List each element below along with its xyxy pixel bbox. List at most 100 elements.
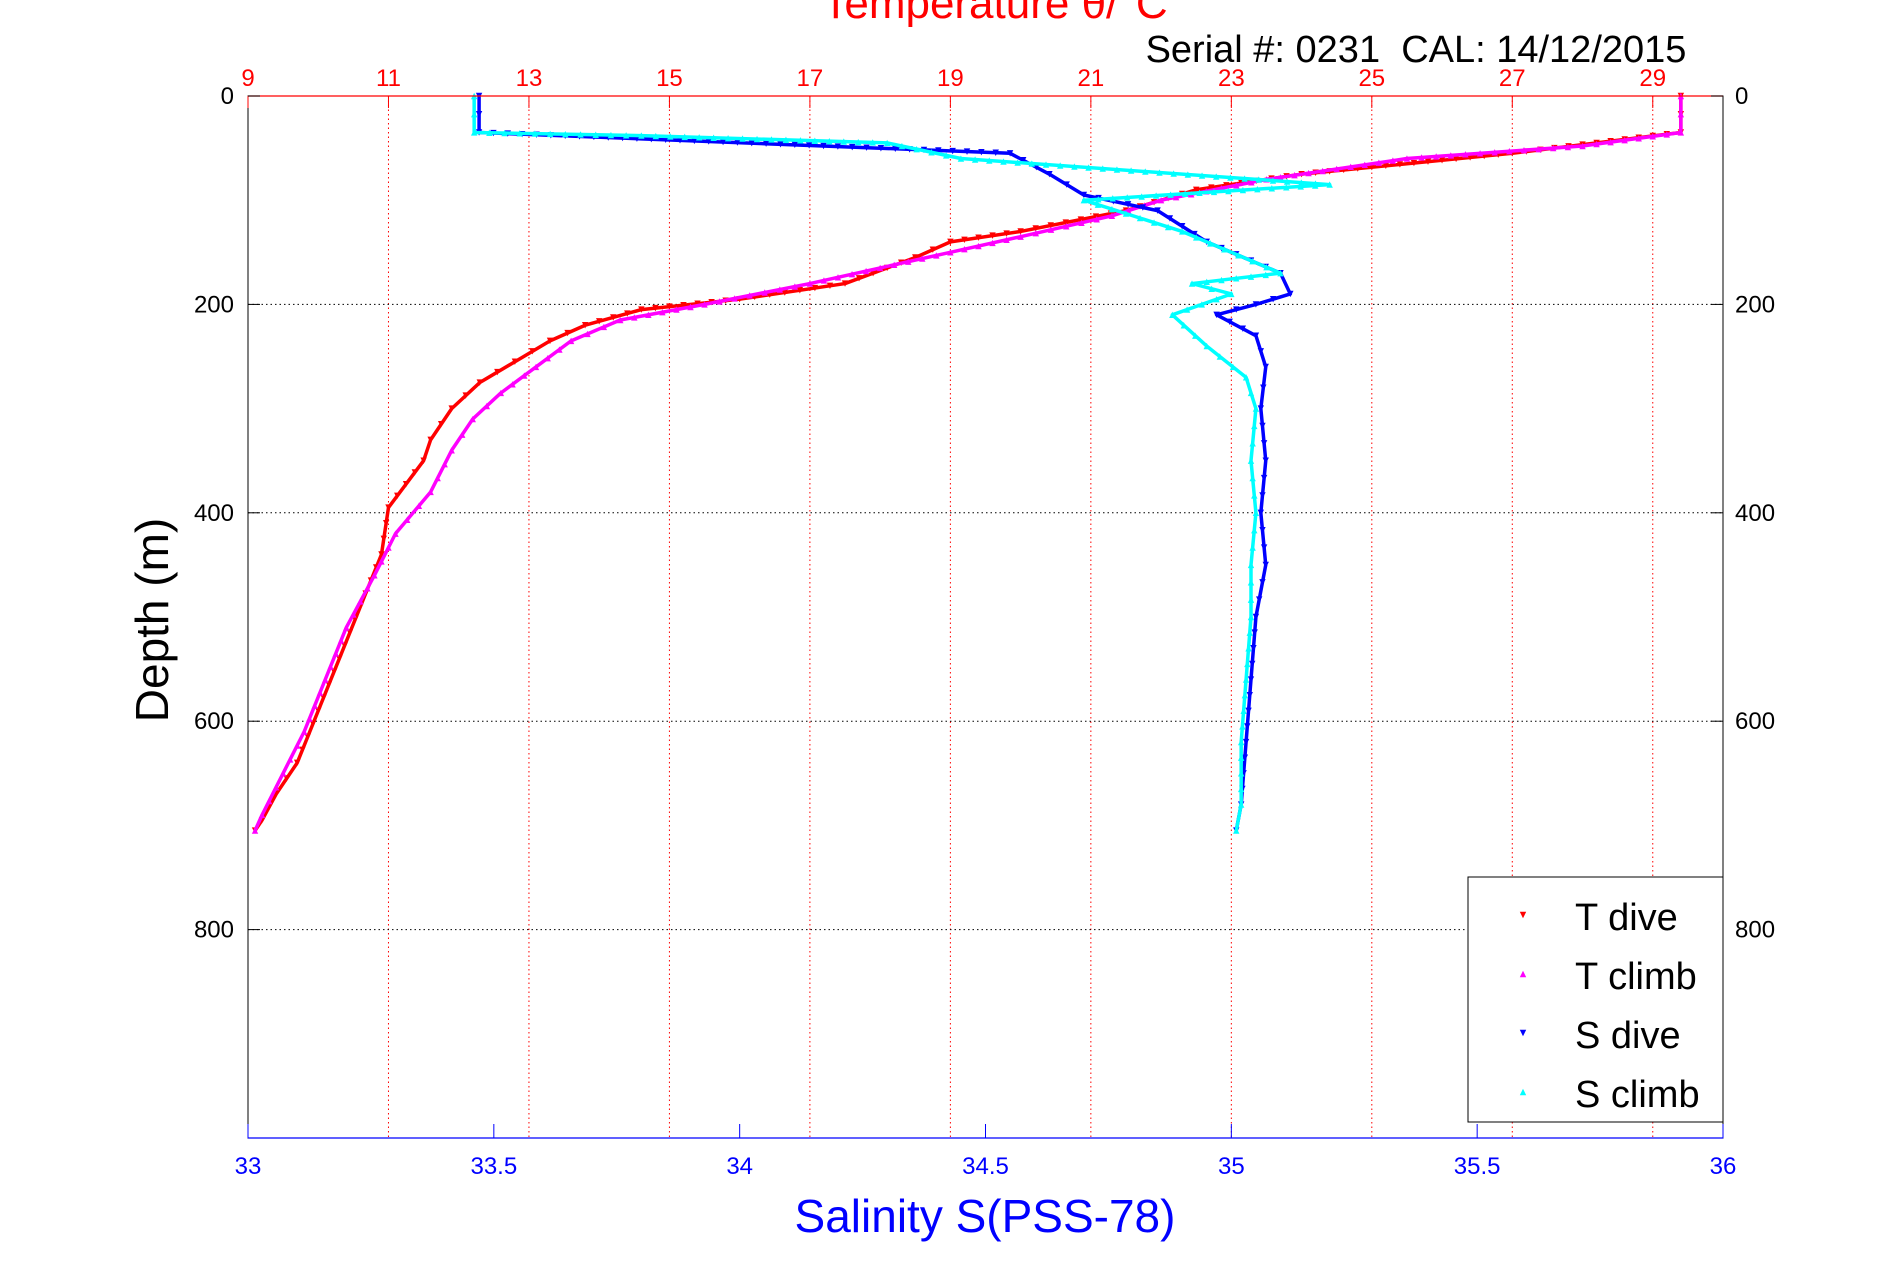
data-point xyxy=(992,149,999,156)
data-point xyxy=(876,264,884,272)
data-point xyxy=(1109,195,1116,202)
data-point xyxy=(1172,194,1180,201)
data-point xyxy=(1268,185,1276,192)
data-point xyxy=(562,130,569,138)
data-point xyxy=(1062,219,1069,226)
data-point xyxy=(834,274,842,281)
data-point xyxy=(890,261,898,269)
data-point xyxy=(1260,544,1268,551)
data-point xyxy=(913,145,920,153)
data-point xyxy=(1244,660,1251,668)
data-point xyxy=(961,245,968,253)
data-point xyxy=(1017,228,1024,235)
data-point xyxy=(341,642,348,649)
data-point xyxy=(293,759,301,767)
data-point xyxy=(1006,150,1014,157)
depth-tick-label-left: 800 xyxy=(194,917,234,944)
data-point xyxy=(928,149,935,156)
data-point xyxy=(511,358,519,365)
data-point xyxy=(459,431,466,438)
data-point xyxy=(448,405,455,412)
data-point xyxy=(978,148,985,156)
salinity-tick-label: 35 xyxy=(1218,1153,1245,1180)
data-point xyxy=(501,129,508,137)
data-point xyxy=(933,252,940,259)
data-point xyxy=(1225,187,1232,195)
data-point xyxy=(1237,785,1245,793)
data-point xyxy=(1138,193,1145,200)
data-point xyxy=(1056,162,1064,169)
data-point xyxy=(1178,223,1186,230)
data-point xyxy=(441,460,448,468)
data-point xyxy=(521,372,528,379)
data-point xyxy=(1235,252,1242,259)
data-point xyxy=(1447,152,1455,159)
data-point xyxy=(1259,422,1266,430)
data-point xyxy=(957,155,965,162)
data-point xyxy=(320,694,327,701)
data-point xyxy=(1259,526,1266,534)
depth-tick-label-right: 600 xyxy=(1735,708,1775,735)
data-point xyxy=(1166,215,1174,222)
data-point xyxy=(1452,155,1460,163)
data-point xyxy=(652,132,659,140)
depth-tick-label-left: 400 xyxy=(194,500,234,527)
data-point xyxy=(1223,182,1230,189)
data-point xyxy=(1247,676,1255,683)
data-point xyxy=(1262,561,1269,569)
data-point xyxy=(863,144,870,151)
data-point xyxy=(820,142,827,150)
data-point xyxy=(1154,207,1161,214)
data-point xyxy=(1247,596,1255,603)
data-point xyxy=(544,355,551,362)
data-point xyxy=(1198,301,1206,308)
data-point xyxy=(1263,263,1270,271)
data-point xyxy=(475,111,483,118)
data-point xyxy=(1237,754,1245,761)
data-point xyxy=(1250,645,1257,652)
data-point xyxy=(516,130,523,137)
data-point xyxy=(476,379,483,386)
data-point xyxy=(631,314,638,321)
data-point xyxy=(404,516,411,523)
data-point xyxy=(531,130,539,137)
data-point xyxy=(1099,165,1106,172)
data-point xyxy=(306,715,313,722)
axis-ticks: 9 11 13 15 17 19 21 23 25 27 29 0 0 200 200 400 400 600 60… xyxy=(194,65,1775,1180)
data-point xyxy=(486,129,493,136)
data-point xyxy=(1193,234,1200,241)
data-point xyxy=(385,504,392,511)
data-point xyxy=(820,277,828,284)
data-point xyxy=(1229,363,1237,371)
data-point xyxy=(791,141,799,149)
data-point xyxy=(529,348,536,355)
data-point xyxy=(746,292,753,299)
data-point xyxy=(1245,645,1252,652)
data-point xyxy=(1277,174,1284,181)
data-point xyxy=(1142,168,1149,175)
data-point xyxy=(1167,191,1174,198)
data-point xyxy=(811,137,819,144)
data-point xyxy=(1635,135,1642,142)
data-point xyxy=(1239,325,1247,332)
data-point xyxy=(782,136,790,144)
data-point xyxy=(610,314,617,321)
data-point xyxy=(947,238,954,246)
data-point xyxy=(1246,691,1253,699)
data-point xyxy=(883,139,891,147)
data-point xyxy=(622,132,630,139)
data-point xyxy=(834,143,842,150)
data-point xyxy=(855,275,863,282)
data-point xyxy=(462,392,469,399)
data-point xyxy=(1150,219,1158,226)
data-point xyxy=(1579,142,1586,150)
data-point xyxy=(1312,182,1319,189)
temperature-tick-label: 21 xyxy=(1078,65,1105,92)
data-point xyxy=(1418,154,1425,161)
data-point xyxy=(380,535,387,543)
data-point xyxy=(753,135,761,143)
data-point xyxy=(1257,348,1265,355)
data-point xyxy=(1208,184,1215,191)
data-point xyxy=(1213,173,1220,180)
